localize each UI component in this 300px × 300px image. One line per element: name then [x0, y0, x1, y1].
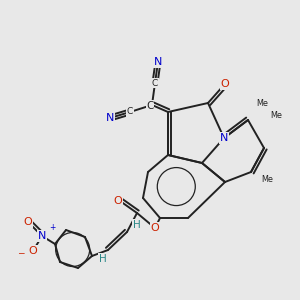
Text: N: N: [154, 57, 162, 67]
Text: N: N: [38, 231, 46, 241]
Text: H: H: [99, 254, 107, 264]
Text: Me: Me: [256, 100, 268, 109]
Text: C: C: [127, 107, 133, 116]
Text: O: O: [28, 246, 38, 256]
Text: O: O: [151, 223, 159, 233]
Text: O: O: [24, 217, 32, 227]
Text: −: −: [17, 248, 25, 257]
Text: Me: Me: [270, 112, 282, 121]
Text: N: N: [220, 133, 228, 143]
Text: N: N: [106, 113, 114, 123]
Text: Me: Me: [261, 176, 273, 184]
Text: O: O: [220, 79, 230, 89]
Text: O: O: [114, 196, 122, 206]
Text: C: C: [152, 79, 158, 88]
Text: H: H: [133, 220, 141, 230]
Text: +: +: [49, 223, 55, 232]
Text: C: C: [146, 101, 154, 111]
